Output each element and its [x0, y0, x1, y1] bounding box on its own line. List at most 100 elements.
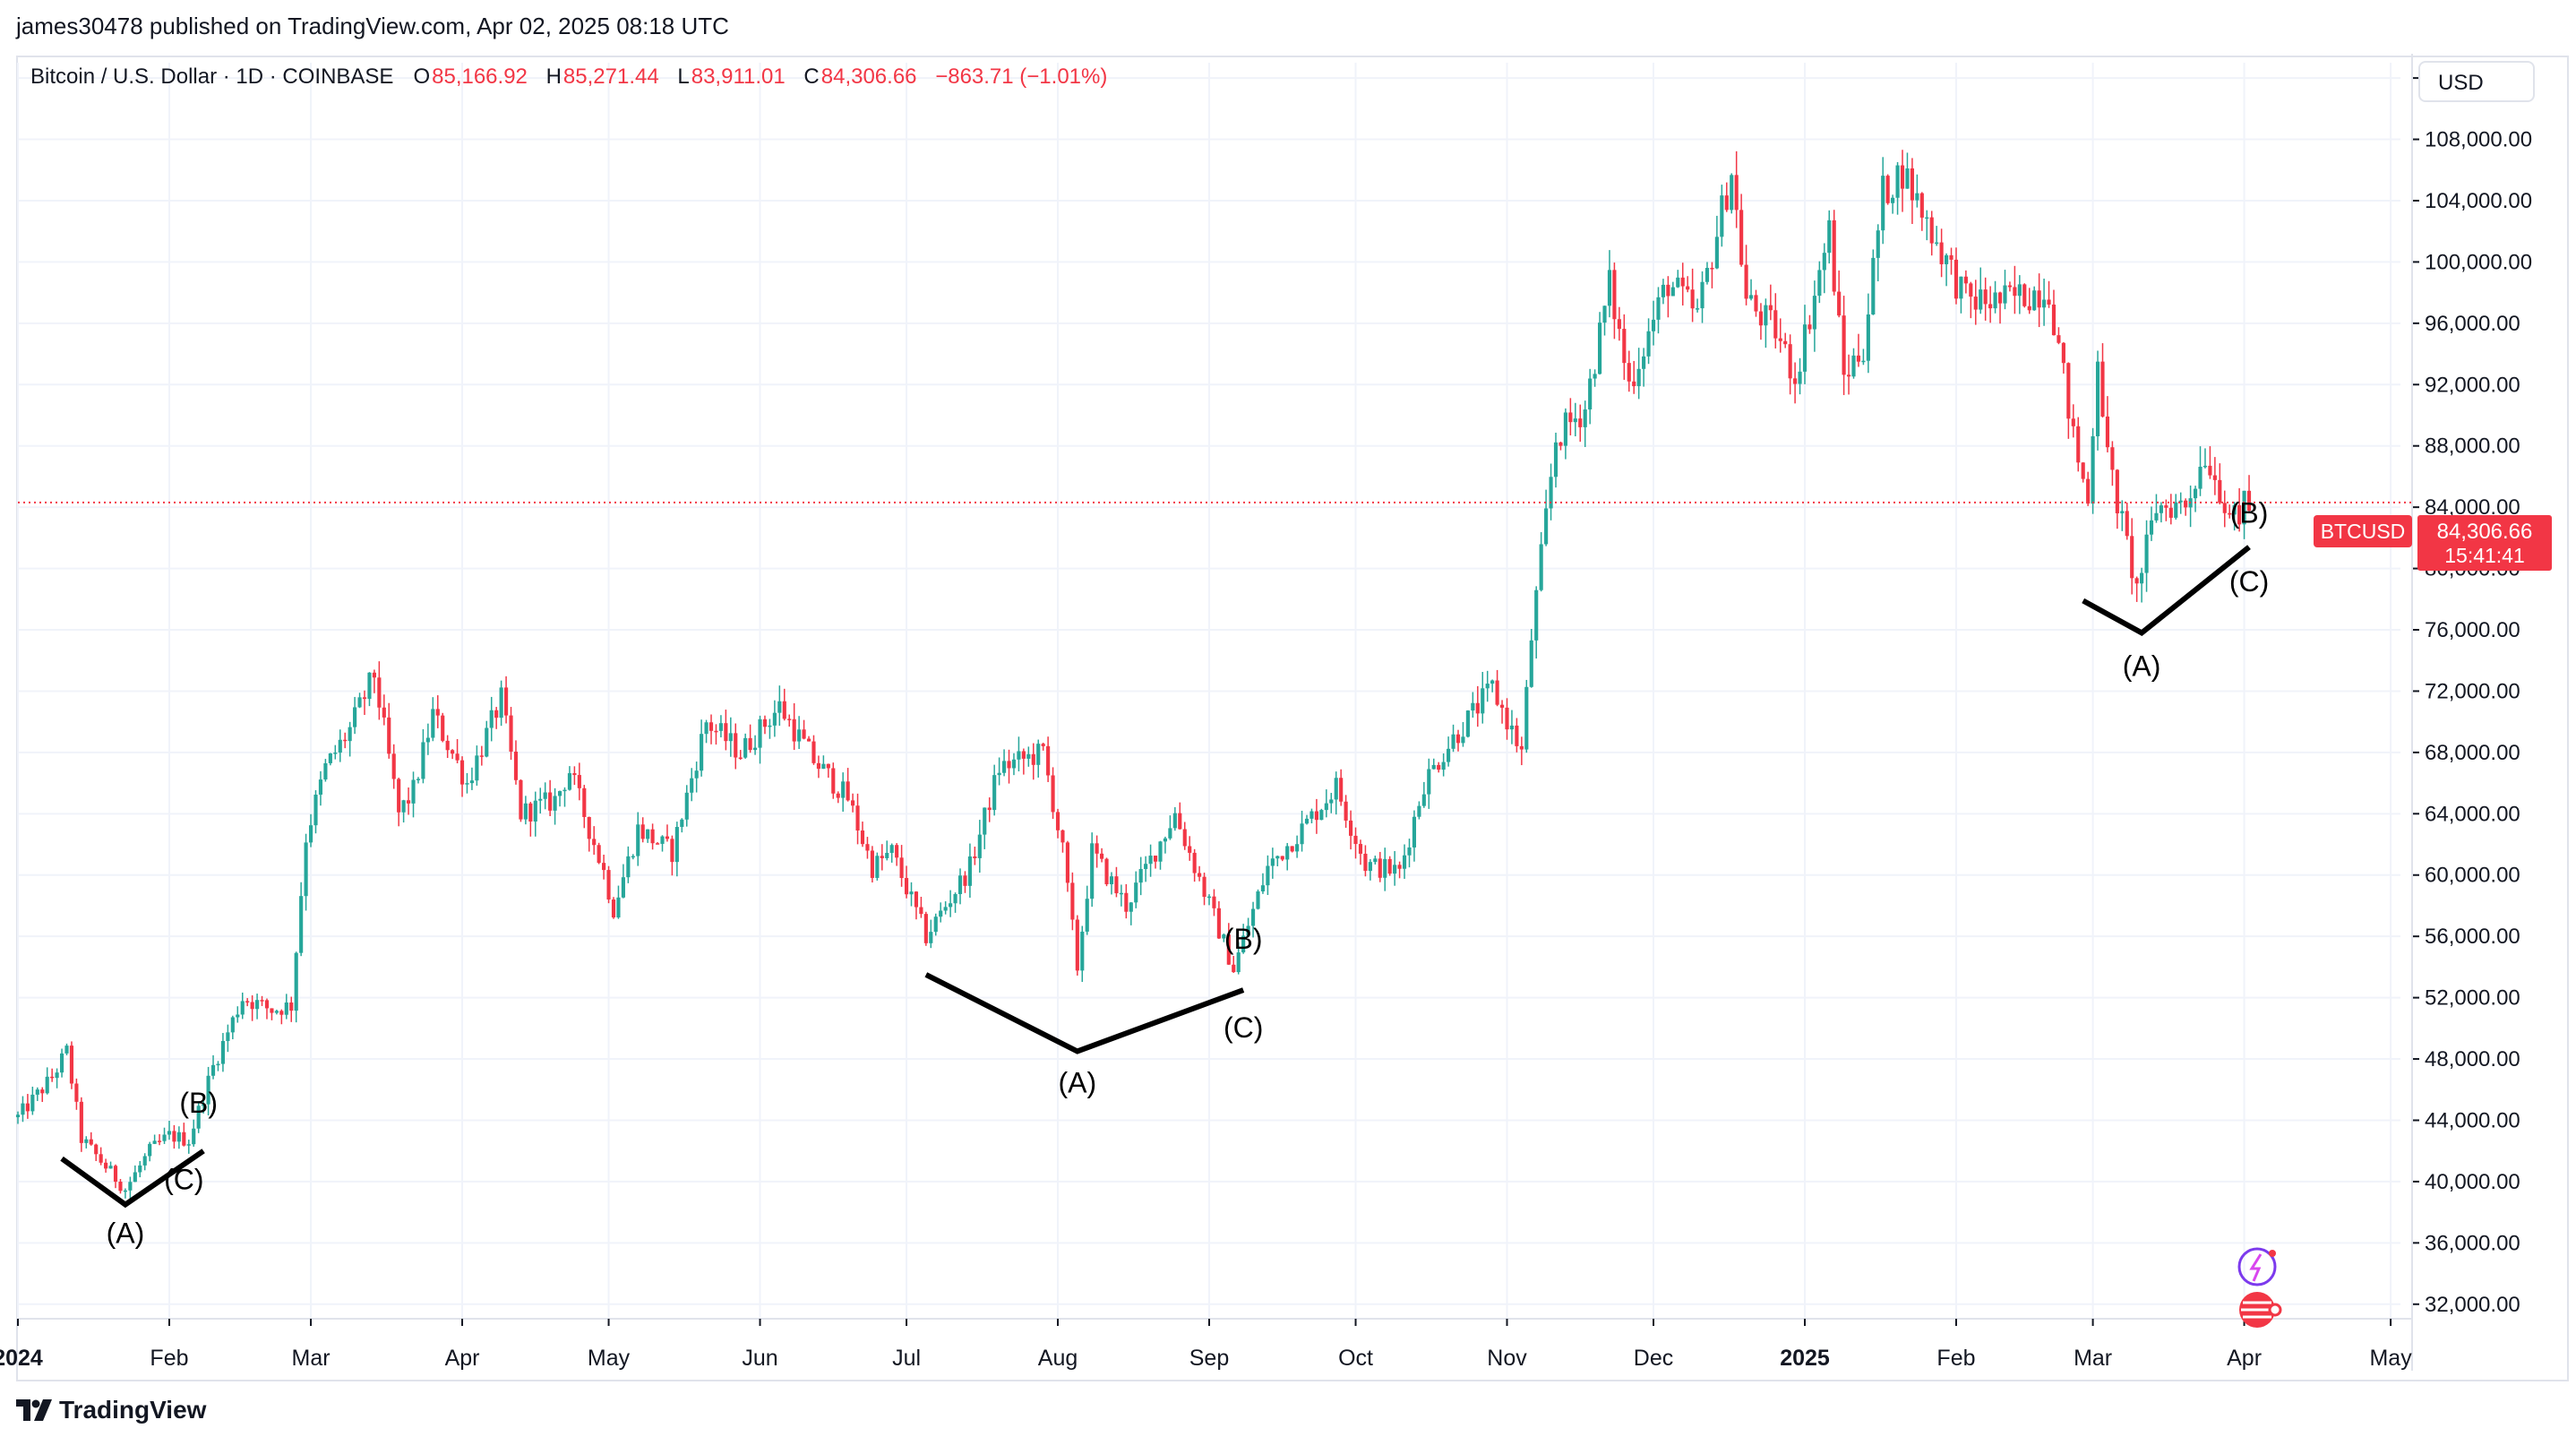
candle-body — [2027, 305, 2031, 311]
candle-body — [1309, 811, 1314, 819]
candle-body — [1519, 745, 1524, 750]
candle-body — [401, 800, 406, 813]
candle-body — [1172, 813, 1177, 829]
candle-body — [94, 1144, 99, 1155]
candle-body — [777, 701, 782, 713]
candle-body — [734, 733, 738, 758]
candle-body — [567, 773, 572, 790]
candle-body — [621, 877, 625, 898]
candle-body — [1090, 843, 1095, 899]
candle-body — [1866, 314, 1870, 361]
candle-body — [1802, 324, 1807, 372]
candle-body — [391, 753, 396, 779]
candle-body — [655, 843, 660, 845]
candle-body — [64, 1045, 69, 1054]
candle-body — [1607, 270, 1612, 306]
candle-body — [1036, 744, 1041, 765]
x-tick-label: Jun — [742, 1346, 777, 1371]
candle-body — [1714, 237, 1719, 269]
candle-body — [684, 792, 689, 820]
candle-body — [431, 709, 435, 738]
candle-body — [1070, 882, 1075, 920]
flag-icon[interactable] — [2239, 1292, 2282, 1328]
candle-body — [1295, 844, 1300, 852]
candle-body — [983, 807, 987, 835]
candle-body — [1393, 865, 1397, 874]
currency-selector[interactable]: USD — [2418, 61, 2535, 102]
candle-body — [1553, 442, 1558, 478]
candle-body — [367, 672, 372, 700]
candle-body — [1505, 707, 1509, 730]
price-axis: 32,000.00 36,000.00 40,000.00 44,000.00 48,0… — [2411, 54, 2532, 1371]
candle-body — [1817, 270, 1822, 297]
candle-body — [2091, 435, 2095, 504]
candle-body — [152, 1140, 157, 1144]
candle-body — [2208, 465, 2212, 476]
candle-body — [690, 778, 694, 793]
candle-body — [1783, 340, 1788, 345]
candle-body — [802, 729, 806, 739]
candle-body — [1983, 289, 1988, 305]
candle-body — [582, 787, 587, 817]
candle-body — [1509, 725, 1515, 730]
candle-body — [1148, 856, 1153, 865]
candle-body — [1447, 748, 1451, 762]
candle-body — [1114, 876, 1119, 894]
candle-body — [318, 779, 323, 796]
candle-body — [445, 740, 450, 751]
candle-body — [1451, 734, 1455, 749]
candle-body — [489, 710, 494, 728]
candle-body — [1593, 374, 1597, 379]
price-tag-countdown: 15:41:41 — [2444, 544, 2525, 567]
candle-body — [821, 763, 826, 770]
candle-body — [270, 1008, 274, 1013]
wave-annotations: (A) (B) (C) (A) (B) (C) (A) (B) (C) — [60, 496, 2269, 1249]
tradingview-logo-text: TradingView — [59, 1396, 207, 1424]
candle-body — [1075, 919, 1079, 971]
candle-body — [1349, 820, 1353, 836]
candle-body — [2125, 511, 2129, 537]
candle-body — [1417, 805, 1421, 817]
candle-body — [1949, 254, 1953, 260]
candle-body — [728, 733, 733, 742]
tradingview-logo[interactable]: TradingView — [16, 1396, 206, 1424]
candle-body — [206, 1075, 210, 1105]
candle-body — [597, 845, 601, 864]
candle-body — [362, 697, 367, 700]
candle-body — [1798, 371, 1802, 384]
candle-body — [1153, 856, 1158, 862]
candle-body — [836, 793, 840, 798]
candle-body — [2198, 466, 2202, 489]
spark-icon[interactable] — [2237, 1247, 2277, 1286]
grid-lines — [17, 63, 2400, 1319]
candle-body — [1963, 276, 1968, 284]
candle-body — [1485, 684, 1490, 689]
candle-body — [1260, 885, 1266, 891]
candle-body — [1768, 305, 1773, 311]
candle-body — [2013, 287, 2017, 297]
wave-label: (B) — [1224, 923, 1263, 955]
candle-body — [2193, 488, 2198, 499]
candle-body — [1021, 751, 1026, 759]
candle-body — [768, 725, 772, 727]
candle-body — [1748, 295, 1754, 299]
y-tick-label: 100,000.00 — [2425, 250, 2532, 274]
x-tick-label: Jul — [892, 1346, 921, 1371]
candle-body — [1700, 281, 1704, 309]
y-tick-label: 96,000.00 — [2425, 312, 2520, 336]
candle-body — [59, 1053, 64, 1073]
x-tick-label: Apr — [445, 1346, 480, 1371]
candle-body — [509, 715, 513, 752]
candle-body — [1676, 277, 1680, 288]
candle-body — [2037, 290, 2041, 308]
candle-body — [2042, 299, 2047, 308]
candle-body — [909, 891, 914, 895]
candle-body — [1437, 764, 1441, 770]
candle-body — [1919, 193, 1924, 218]
candle-body — [1758, 311, 1764, 326]
x-tick-label: 2024 — [0, 1346, 43, 1371]
candle-body — [992, 775, 997, 811]
candle-body — [1827, 219, 1832, 254]
candle-body — [1788, 344, 1792, 379]
